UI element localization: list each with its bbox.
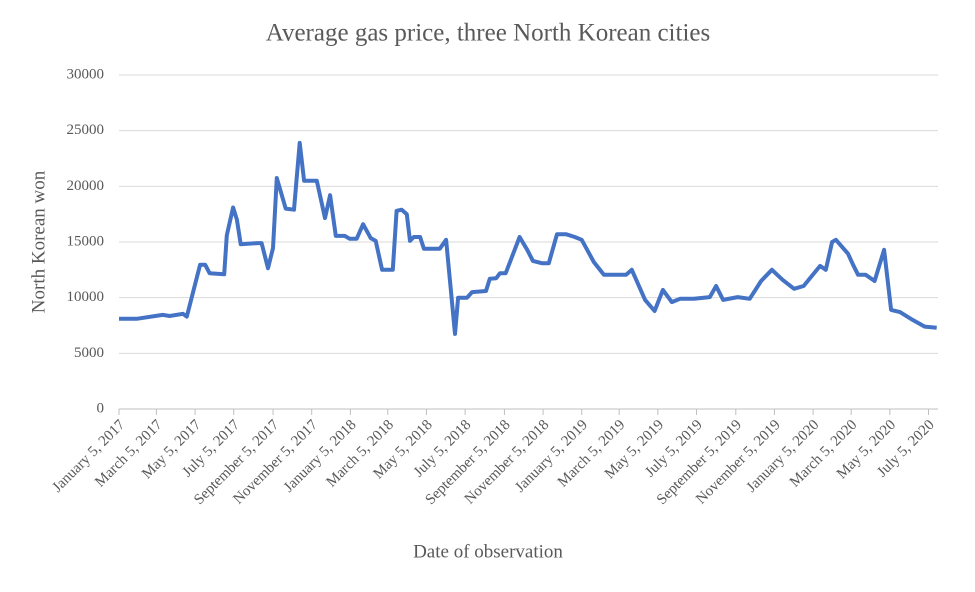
y-tick-label: 25000 (67, 122, 105, 138)
data-line (119, 140, 937, 336)
x-tick-label: March 5, 2020 (787, 417, 860, 490)
y-axis-title: North Korean won (28, 170, 49, 313)
y-tick-label: 0 (97, 400, 105, 416)
x-axis-title: Date of observation (413, 541, 563, 562)
y-tick-label: 30000 (67, 66, 105, 82)
y-tick-label: 10000 (67, 289, 105, 305)
x-tick-label: March 5, 2017 (92, 417, 166, 491)
y-tick-label: 15000 (67, 233, 105, 249)
y-tick-label: 20000 (67, 178, 105, 194)
chart-title: Average gas price, three North Korean ci… (266, 20, 710, 47)
x-tick-label: March 5, 2018 (324, 417, 397, 490)
x-tick-label: March 5, 2019 (555, 417, 628, 490)
y-tick-label: 5000 (74, 345, 104, 361)
